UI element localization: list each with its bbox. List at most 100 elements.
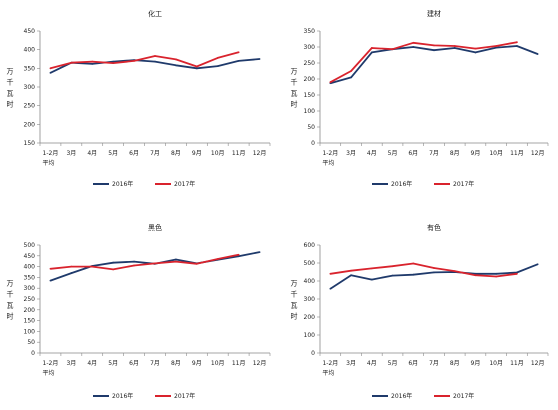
x-tick-label: 11月 [232,360,246,367]
x-tick-label: 10月 [211,150,225,157]
chart-title: 化工 [148,9,162,18]
data-point [495,45,498,47]
x-tick-label: 12月 [253,360,267,367]
data-point [495,272,498,275]
y-axis-label: 万 [291,280,298,288]
data-point [154,60,156,63]
data-point [216,258,219,260]
y-tick-label: 150 [24,140,36,147]
y-tick-label: 100 [304,332,316,339]
x-tick-label: 10月 [489,360,503,367]
data-point [516,41,518,44]
y-tick-label: 300 [304,296,316,303]
data-point [49,267,52,270]
data-point [329,287,332,290]
data-point [237,59,240,62]
y-tick-label: 600 [304,242,316,249]
data-point [495,275,498,278]
data-point [133,260,135,263]
y-axis-label: 瓦 [7,90,14,98]
data-point [412,46,415,48]
data-point [516,45,518,47]
x-tick-label-suffix: 平均 [322,159,334,167]
x-tick-label: 7月 [429,360,439,367]
data-point [195,67,198,70]
series-line-2 [50,51,239,70]
chart-title: 有色 [427,223,441,232]
y-axis-label: 千 [7,290,14,299]
x-tick-label: 9月 [471,150,481,157]
data-point [453,45,456,47]
y-tick-label: 250 [304,60,316,67]
y-axis-label: 万 [7,68,14,76]
x-tick-label: 5月 [108,360,118,367]
y-tick-label: 350 [24,274,36,281]
x-tick-label: 12月 [531,360,545,367]
data-point [237,253,240,256]
x-tick-label: 11月 [232,150,246,157]
data-point [412,262,415,265]
y-axis-label: 万 [291,68,298,76]
x-tick-label: 3月 [346,360,356,367]
legend-label: 2017年 [453,392,474,400]
x-tick-label: 4月 [87,360,97,367]
x-tick-label: 12月 [253,150,267,157]
y-tick-label: 300 [304,44,316,51]
x-tick-label: 5月 [388,150,398,157]
y-tick-label: 400 [24,264,36,271]
legend-label: 2016年 [112,392,133,400]
y-tick-label: 400 [24,47,36,54]
y-axis-label: 瓦 [7,302,14,310]
data-point [216,65,219,67]
data-point [70,265,73,268]
x-tick-label: 6月 [129,150,139,157]
data-point [350,274,352,277]
x-tick-label: 8月 [171,150,181,157]
y-tick-label: 400 [304,278,316,285]
x-tick-label: 1-2月 [43,360,59,367]
legend-label: 2016年 [112,180,133,188]
y-tick-label: 0 [31,350,35,357]
data-point [258,58,261,60]
data-point [70,272,73,274]
y-tick-label: 50 [27,339,35,346]
x-tick-label: 4月 [87,150,97,157]
y-tick-label: 450 [24,253,36,260]
data-point [195,65,198,68]
data-point [370,278,373,281]
data-point [91,62,94,65]
y-tick-label: 200 [304,76,316,83]
y-tick-label: 500 [304,260,316,267]
x-tick-label: 3月 [66,360,76,367]
data-point [536,53,539,55]
data-point [237,51,240,54]
data-point [237,255,240,258]
y-tick-label: 150 [24,318,36,325]
y-axis-label: 千 [7,78,14,87]
data-point [112,60,115,63]
series-line-1 [330,45,538,85]
data-point [412,41,415,44]
y-tick-label: 250 [24,296,36,303]
data-point [433,49,435,52]
data-point [412,273,415,276]
y-axis-label: 瓦 [291,90,298,98]
x-tick-label-suffix: 平均 [42,159,54,167]
x-tick-label: 6月 [408,360,418,367]
data-point [175,58,177,61]
data-point [370,47,373,49]
data-point [195,262,198,265]
x-tick-label: 4月 [367,360,377,367]
data-point [474,51,477,54]
x-tick-label: 7月 [150,150,160,157]
data-point [433,44,435,47]
x-tick-label: 3月 [66,150,76,157]
y-axis-label: 万 [7,280,14,288]
data-point [370,267,373,270]
data-point [453,270,456,272]
data-point [112,261,115,264]
data-point [49,67,52,70]
x-tick-label: 11月 [510,150,524,157]
